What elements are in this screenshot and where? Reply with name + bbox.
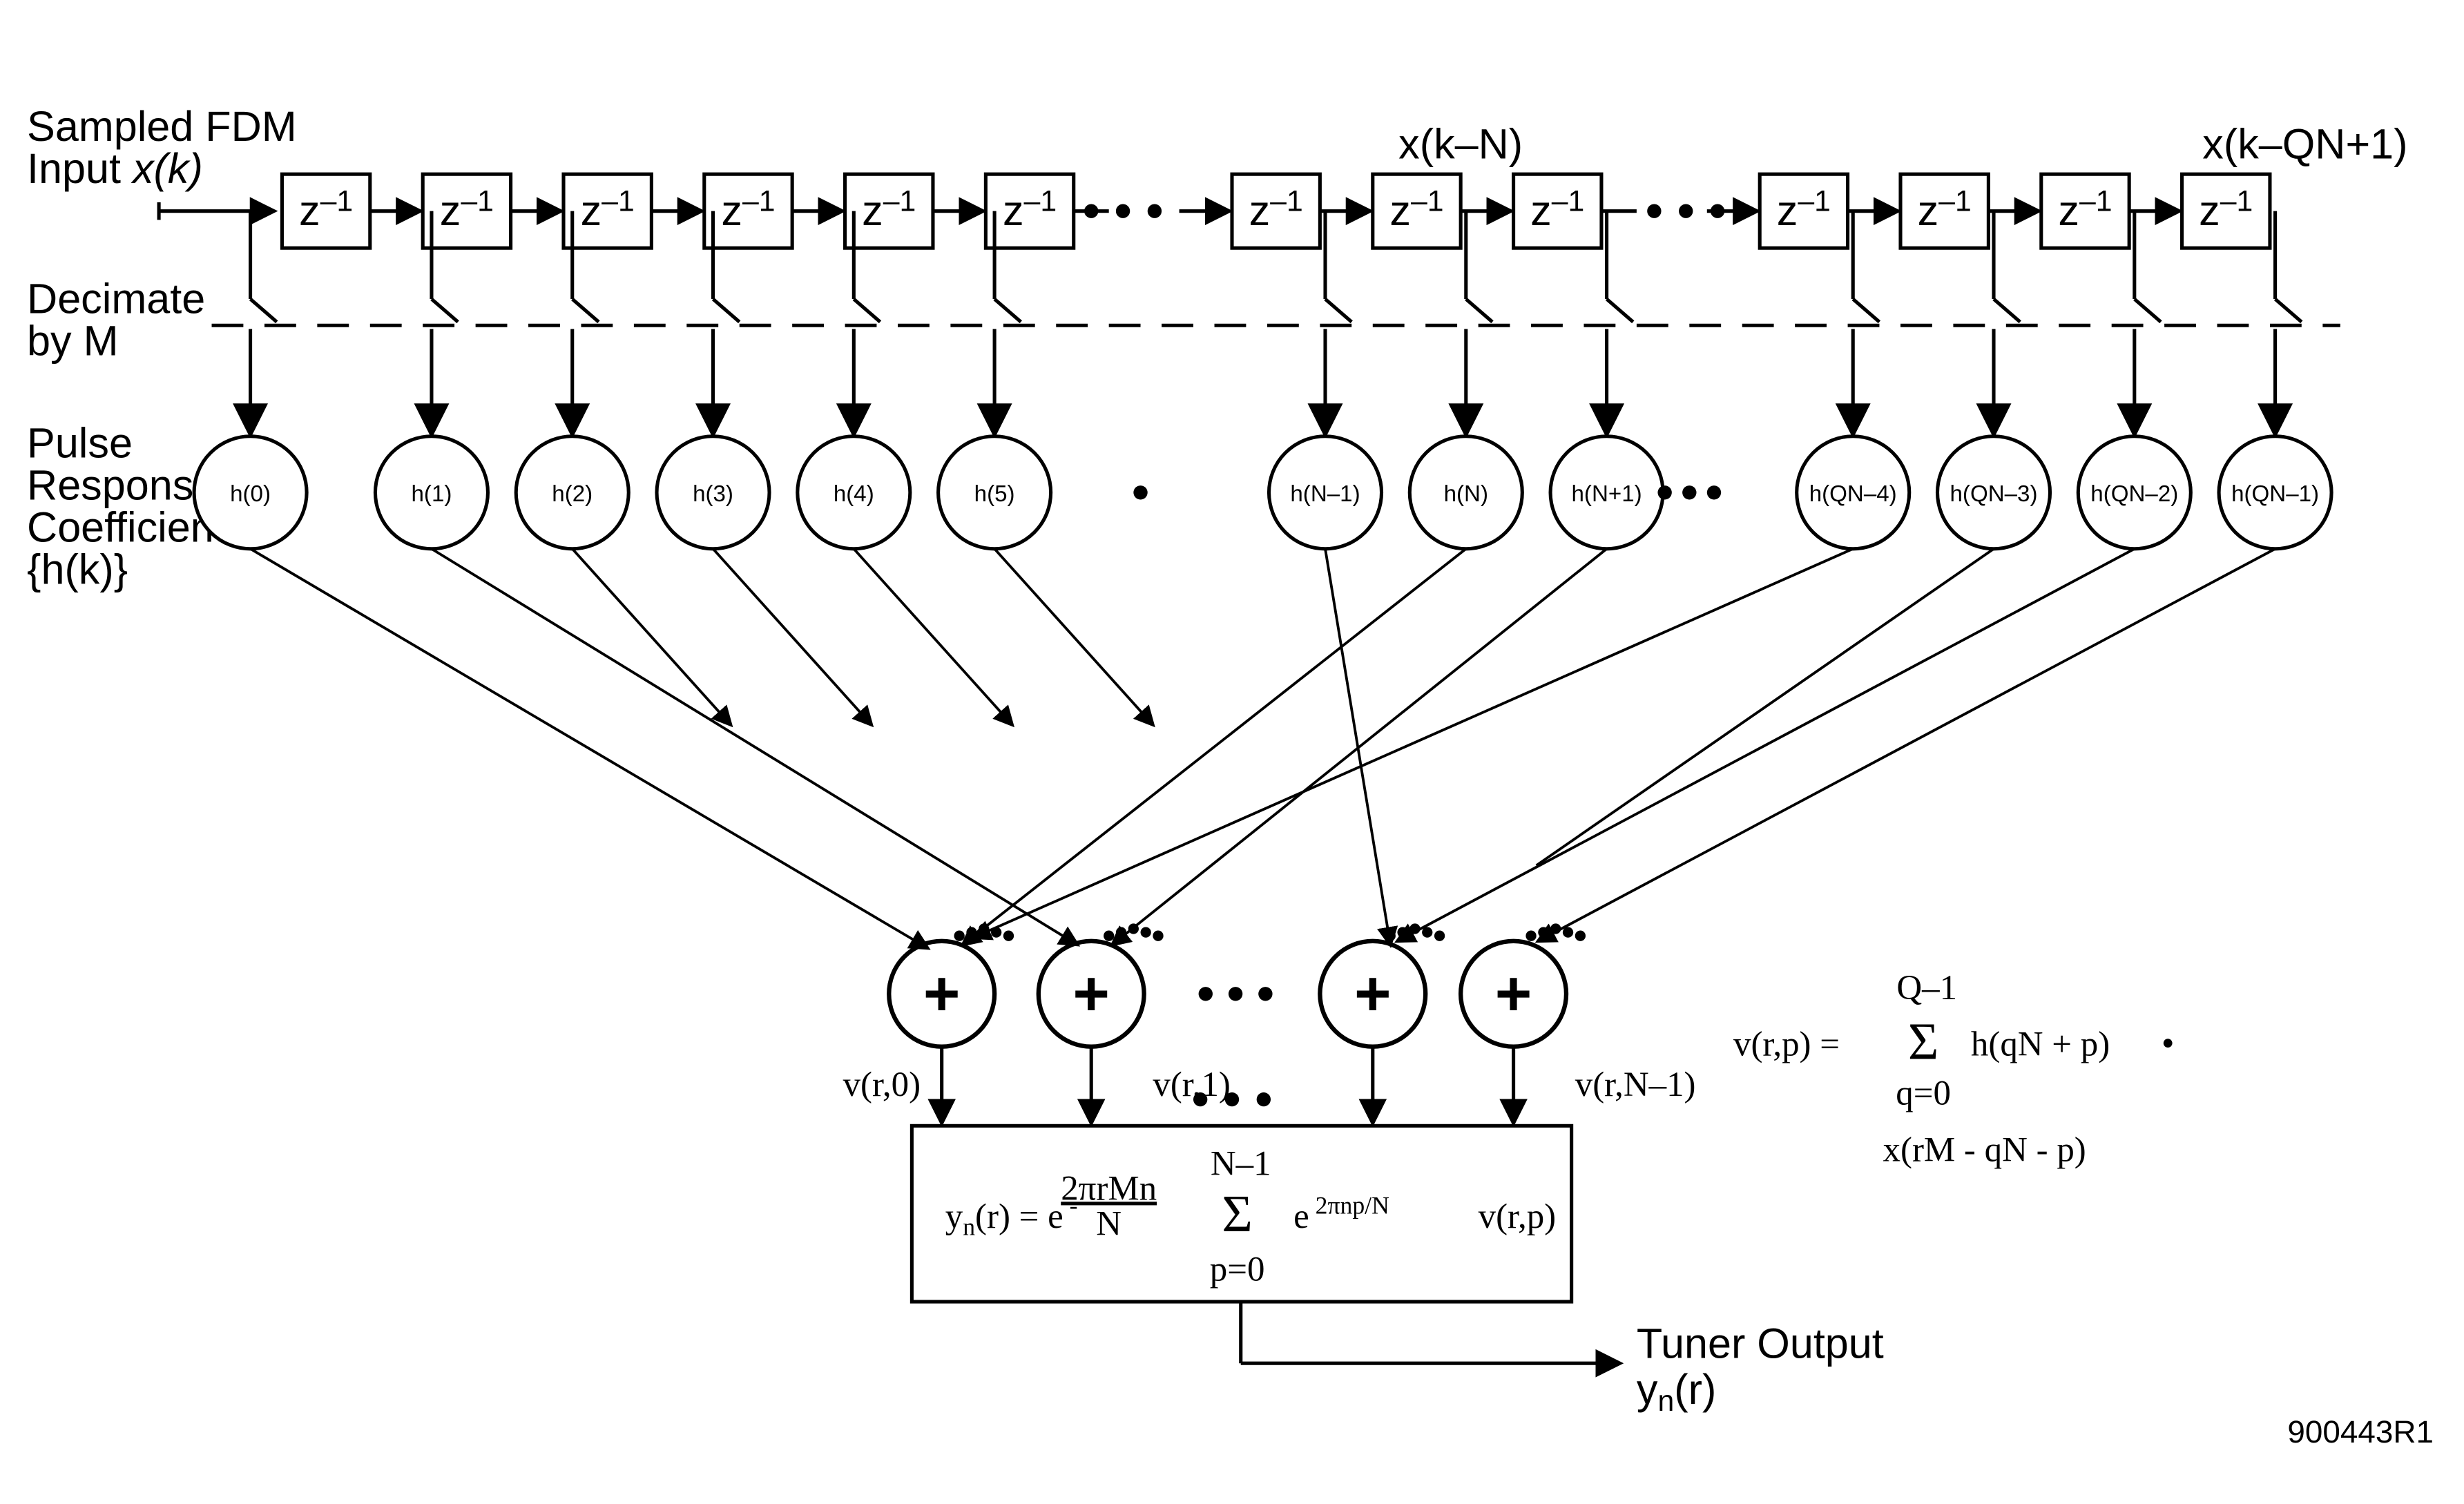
svg-text:p=0: p=0: [1210, 1250, 1265, 1289]
svg-text:h(3): h(3): [693, 481, 733, 507]
coeff-label-1: Pulse: [27, 419, 133, 466]
coeff-label-2: Response: [27, 461, 217, 508]
x-kN-label: x(k–N): [1398, 120, 1523, 167]
figure-id: 900443R1: [2287, 1414, 2434, 1449]
delay-element: z–1: [423, 174, 510, 248]
delay-element: z–1: [2182, 174, 2270, 248]
svg-text:x(rM - qN - p): x(rM - qN - p): [1883, 1130, 2086, 1169]
delay-element: z–1: [1514, 174, 1601, 248]
sum-node: +: [1461, 941, 1566, 1122]
svg-text:h(qN + p): h(qN + p): [1971, 1025, 2110, 1063]
delay-element: z–1: [845, 174, 933, 248]
ellipsis-coeff-1: [1133, 485, 1147, 499]
decimate-label-1: Decimate: [27, 275, 205, 322]
svg-text:N–1: N–1: [1211, 1145, 1271, 1184]
svg-text:h(5): h(5): [974, 481, 1015, 507]
svg-text:v(r,p): v(r,p): [1479, 1197, 1557, 1236]
tuner-output-label-1: Tuner Output: [1637, 1320, 1884, 1367]
vrp-equation: Q–1 v(r,p) = Σ q=0 h(qN + p) x(rM - qN -…: [1733, 969, 2173, 1169]
ellipsis-delay-1: [1084, 204, 1162, 218]
svg-text:+: +: [1354, 958, 1392, 1029]
coeff-node: h(2): [516, 436, 628, 549]
sum-node: +: [1320, 941, 1425, 1122]
v-label: v(r,1): [1153, 1066, 1231, 1104]
coeff-node: h(QN–1): [2219, 436, 2331, 549]
svg-text:+: +: [1072, 958, 1110, 1029]
svg-text:h(N): h(N): [1444, 481, 1488, 507]
coeff-node: h(QN–4): [1797, 436, 1909, 549]
svg-text:v(r,p) =: v(r,p) =: [1733, 1025, 1840, 1063]
coeff-node: h(N–1): [1269, 436, 1381, 549]
tuner-output-label-2: yn(r): [1637, 1366, 1716, 1418]
delay-element: z–1: [1232, 174, 1320, 248]
svg-text:h(QN–3): h(QN–3): [1950, 481, 2038, 507]
svg-text:h(1): h(1): [412, 481, 452, 507]
delay-element: z–1: [282, 174, 369, 248]
x-kQN1-label: x(k–QN+1): [2202, 120, 2407, 167]
sum-node: +: [1039, 941, 1144, 1122]
svg-text:h(QN–2): h(QN–2): [2090, 481, 2178, 507]
svg-text:h(QN–4): h(QN–4): [1809, 481, 1897, 507]
svg-text:h(2): h(2): [552, 481, 593, 507]
svg-text:h(N+1): h(N+1): [1572, 481, 1642, 507]
svg-text:+: +: [923, 958, 961, 1029]
coeff-node: h(N): [1409, 436, 1522, 549]
svg-text:h(4): h(4): [834, 481, 874, 507]
coeff-node: h(0): [194, 436, 307, 549]
coeff-node: h(QN–3): [1937, 436, 2050, 549]
ellipsis-coeff-2: [1657, 485, 1721, 499]
ellipsis-sum: [1199, 987, 1273, 1001]
delay-element: z–1: [1373, 174, 1461, 248]
input-label-1: Sampled FDM: [27, 103, 297, 150]
delay-element: z–1: [704, 174, 792, 248]
coeff-node: h(N+1): [1550, 436, 1663, 549]
input-label-2: Input x(k): [27, 145, 203, 192]
delay-element: z–1: [2041, 174, 2129, 248]
coeff-label-4: {h(k)}: [27, 546, 128, 593]
svg-text:N: N: [1096, 1204, 1122, 1243]
delay-element: z–1: [1900, 174, 1988, 248]
v-label: v(r,0): [843, 1066, 921, 1104]
svg-text:q=0: q=0: [1896, 1074, 1951, 1113]
delay-element: z–1: [985, 174, 1073, 248]
svg-text:h(0): h(0): [230, 481, 271, 507]
delay-element: z–1: [1760, 174, 1847, 248]
svg-text:+: +: [1495, 958, 1532, 1029]
svg-text:h(N–1): h(N–1): [1290, 481, 1360, 507]
delay-element: z–1: [564, 174, 651, 248]
fdm-tuner-diagram: Sampled FDM Input x(k) Decimate by M Pul…: [0, 0, 2464, 1504]
coeff-node: h(3): [657, 436, 769, 549]
svg-text:h(QN–1): h(QN–1): [2231, 481, 2319, 507]
coeff-node: h(5): [939, 436, 1051, 549]
coeff-node: h(QN–2): [2078, 436, 2191, 549]
svg-text:Σ: Σ: [1908, 1012, 1938, 1071]
v-label: v(r,N–1): [1575, 1066, 1696, 1104]
svg-text:Σ: Σ: [1222, 1184, 1252, 1243]
ellipsis-delay-2: [1647, 204, 1724, 218]
decimate-label-2: by M: [27, 318, 118, 365]
coeff-node: h(4): [798, 436, 910, 549]
svg-text:Q–1: Q–1: [1896, 969, 1957, 1008]
svg-text:2πrMn: 2πrMn: [1061, 1169, 1157, 1208]
coeff-node: h(1): [375, 436, 488, 549]
